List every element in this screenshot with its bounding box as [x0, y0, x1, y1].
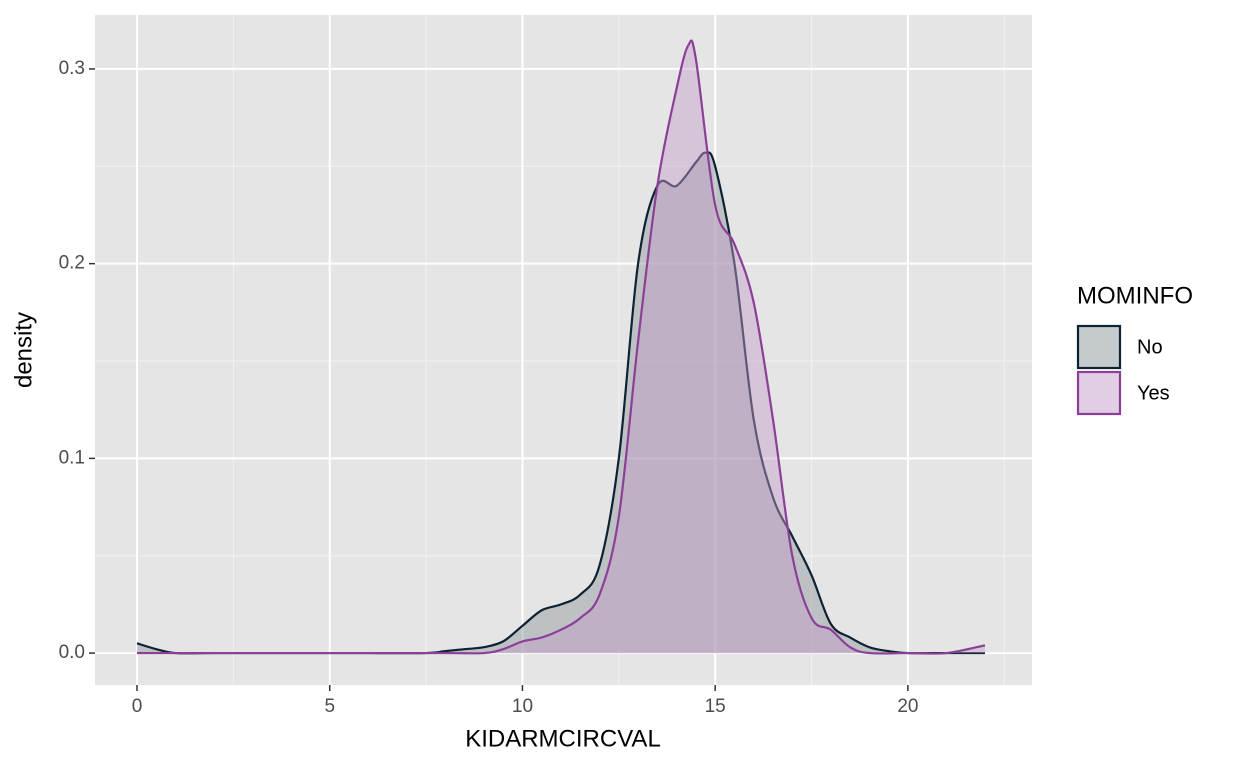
x-tick-label: 0 — [132, 696, 143, 717]
y-tick-label: 0.0 — [59, 642, 85, 663]
legend-key — [1076, 324, 1122, 370]
legend-title: MOMINFO — [1077, 282, 1193, 309]
density-line — [137, 39, 986, 655]
y-tick-label: 0.2 — [59, 253, 85, 274]
density-area — [137, 152, 985, 654]
y-tick-label: 0.3 — [59, 58, 85, 79]
density-area — [137, 40, 985, 654]
y-tick-label: 0.1 — [59, 447, 85, 468]
x-axis-label: KIDARMCIRCVAL — [465, 725, 661, 752]
panel — [95, 15, 1032, 685]
legend-label: Yes — [1137, 382, 1170, 404]
x-tick-label: 5 — [324, 696, 335, 717]
legend-label: No — [1137, 336, 1163, 358]
x-tick-label: 15 — [705, 696, 726, 717]
x-tick-label: 20 — [897, 696, 918, 717]
legend-key — [1076, 370, 1122, 416]
y-axis-label: density — [10, 312, 37, 388]
x-tick-label: 10 — [512, 696, 533, 717]
